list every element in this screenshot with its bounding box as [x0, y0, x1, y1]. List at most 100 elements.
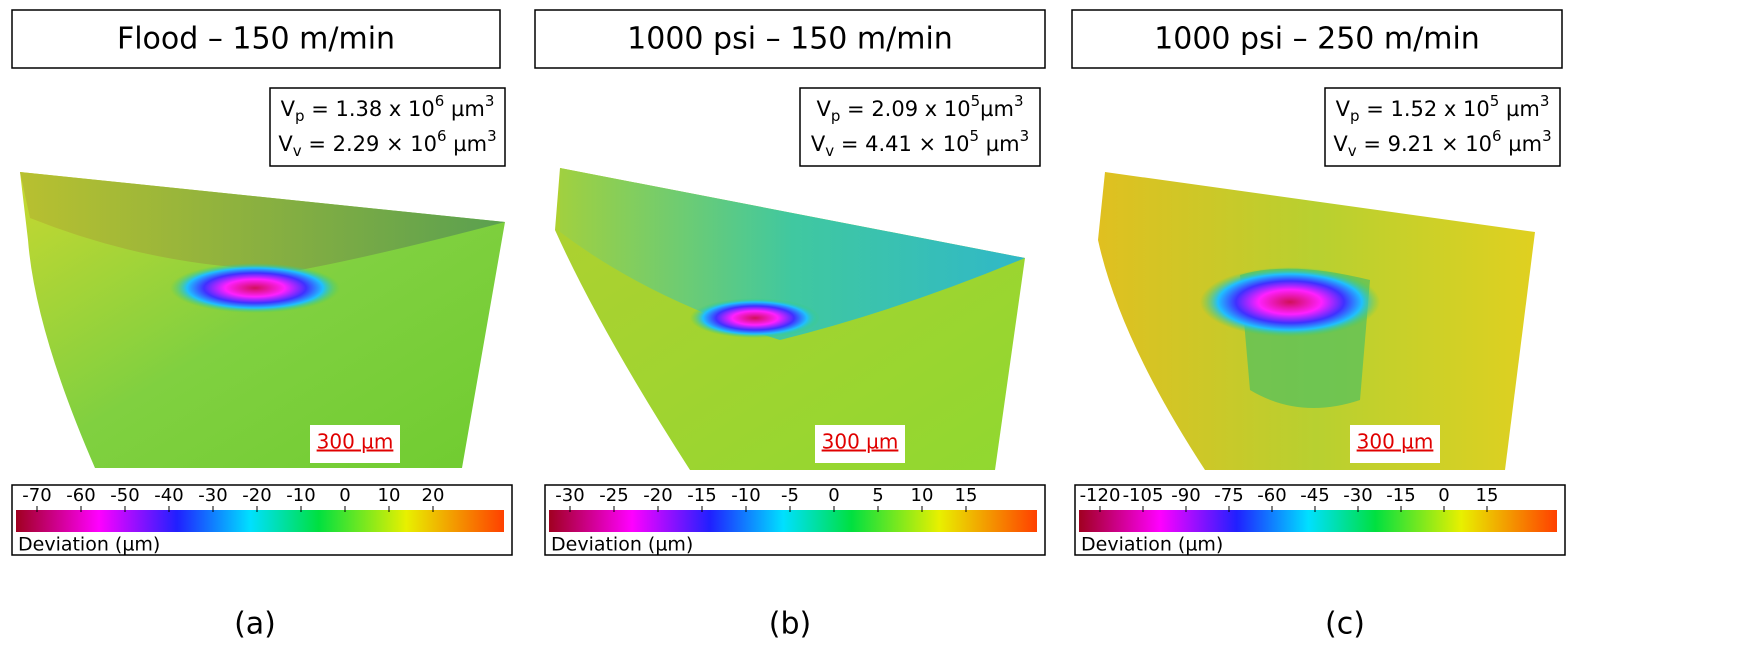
colorbar-tick-label: -5: [781, 485, 799, 506]
colorbar-tick-label: -120: [1080, 485, 1121, 506]
colorbar-tick-label: -105: [1123, 485, 1164, 506]
panel-title: 1000 psi – 250 m/min: [1154, 22, 1480, 57]
scale-bar-box: [815, 425, 905, 463]
scale-bar-label: 300 µm: [822, 430, 899, 454]
volume-box: [269, 87, 506, 167]
volume-text: Vp = 1.52 x 105 µm3: [1336, 92, 1550, 125]
volume-unit-exponent: 3: [1542, 127, 1552, 145]
volume-text: = 2.29 × 10: [302, 132, 437, 156]
colorbar-label: Deviation (µm): [18, 534, 160, 556]
title-box: [11, 9, 501, 69]
volume-unit: µm: [979, 132, 1020, 156]
colorbar-tick-label: -75: [1214, 485, 1243, 506]
colorbar-tick-label: -20: [643, 485, 672, 506]
colorbar-tick-label: 20: [422, 485, 445, 506]
colorbar-label: Deviation (µm): [551, 534, 693, 556]
volume-unit-exponent: 3: [487, 127, 497, 145]
colorbar-tick-label: -30: [198, 485, 227, 506]
title-box: [534, 9, 1046, 69]
surface-c: [1098, 172, 1535, 470]
colorbar-tick-label: 15: [1476, 485, 1499, 506]
colorbar-tick-label: -15: [687, 485, 716, 506]
volume-text: Vv = 2.29 × 106 µm3: [278, 127, 496, 160]
volume-text: Vv = 9.21 × 106 µm3: [1333, 127, 1551, 160]
volume-box: [1324, 87, 1561, 167]
surface-a: [20, 172, 505, 468]
surface-b: [555, 168, 1025, 470]
volume-subscript: p: [295, 107, 305, 125]
volume-symbol: V: [281, 97, 296, 121]
title-box: [1071, 9, 1563, 69]
volume-symbol: V: [278, 132, 293, 156]
colorbar-tick-label: -50: [110, 485, 139, 506]
volume-subscript: p: [831, 107, 841, 125]
volume-unit: µm: [1502, 132, 1543, 156]
volume-unit: µm: [447, 132, 488, 156]
colorbar-tick-label: -30: [555, 485, 584, 506]
volume-unit-exponent: 3: [1014, 92, 1024, 110]
panel-caption: (b): [769, 607, 811, 642]
colorbar-tick-label: -30: [1343, 485, 1372, 506]
panel-caption: (c): [1325, 607, 1365, 642]
volume-unit: µm: [980, 97, 1014, 121]
volume-unit-exponent: 3: [485, 92, 495, 110]
panel-title: Flood – 150 m/min: [117, 22, 395, 57]
colorbar-tick-label: 0: [339, 485, 350, 506]
colorbar-tick-label: 0: [828, 485, 839, 506]
panel-title: 1000 psi – 150 m/min: [627, 22, 953, 57]
scale-bar-box: [1350, 425, 1440, 463]
volume-text: = 1.38 x 10: [305, 97, 435, 121]
scale-bar-label: 300 µm: [1357, 430, 1434, 454]
volume-text: Vp = 1.38 x 106 µm3: [281, 92, 495, 125]
volume-text: Vv = 4.41 × 105 µm3: [811, 127, 1029, 160]
volume-subscript: v: [1348, 142, 1357, 160]
colorbar-tick-label: -70: [22, 485, 51, 506]
volume-text: = 2.09 x 10: [840, 97, 970, 121]
volume-subscript: p: [1350, 107, 1360, 125]
volume-text: = 1.52 x 10: [1360, 97, 1490, 121]
colorbar-tick-label: 0: [1438, 485, 1449, 506]
colorbar: [549, 510, 1037, 532]
volume-unit-exponent: 3: [1540, 92, 1550, 110]
volume-exponent: 5: [971, 92, 981, 110]
volume-unit: µm: [444, 97, 485, 121]
colorbar-tick-label: 10: [911, 485, 934, 506]
volume-box: [799, 87, 1041, 167]
panel-caption: (a): [234, 607, 276, 642]
colorbar-tick-label: -60: [1257, 485, 1286, 506]
colorbar-tick-label: -10: [731, 485, 760, 506]
colorbar-tick-label: -90: [1171, 485, 1200, 506]
colorbar-tick-label: 5: [872, 485, 883, 506]
volume-unit-exponent: 3: [1020, 127, 1030, 145]
colorbar-tick-label: -40: [154, 485, 183, 506]
volume-exponent: 6: [437, 127, 447, 145]
scale-bar-box: [310, 425, 400, 463]
volume-text: Vp = 2.09 x 105µm3: [816, 92, 1023, 125]
colorbar-tick-label: -10: [286, 485, 315, 506]
colorbar-tick-label: 10: [378, 485, 401, 506]
colorbar-label: Deviation (µm): [1081, 534, 1223, 556]
volume-symbol: V: [811, 132, 826, 156]
volume-exponent: 6: [435, 92, 445, 110]
volume-text: = 9.21 × 10: [1357, 132, 1492, 156]
scale-bar-label: 300 µm: [317, 430, 394, 454]
colorbar-tick-label: -20: [242, 485, 271, 506]
colorbar: [1079, 510, 1557, 532]
volume-exponent: 5: [970, 127, 980, 145]
volume-subscript: v: [825, 142, 834, 160]
volume-text: = 4.41 × 10: [834, 132, 969, 156]
colorbar-tick-label: -45: [1300, 485, 1329, 506]
colorbar: [16, 510, 504, 532]
colorbar-tick-label: 15: [955, 485, 978, 506]
volume-unit: µm: [1499, 97, 1540, 121]
volume-subscript: v: [293, 142, 302, 160]
colorbar-tick-label: -60: [66, 485, 95, 506]
volume-exponent: 6: [1492, 127, 1502, 145]
volume-symbol: V: [1333, 132, 1348, 156]
colorbar-tick-label: -15: [1386, 485, 1415, 506]
volume-exponent: 5: [1490, 92, 1500, 110]
